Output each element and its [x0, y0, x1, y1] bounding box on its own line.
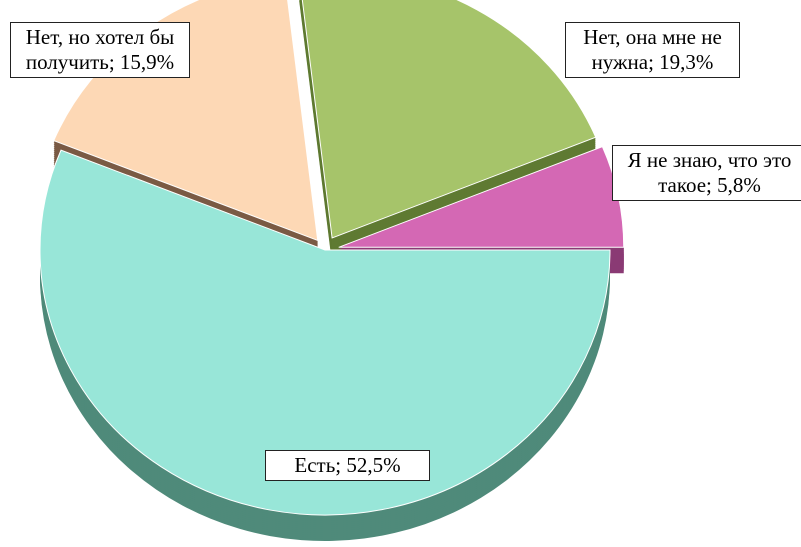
slice: [39, 149, 611, 516]
data-label: Нет, но хотел бы получить; 15,9%: [10, 22, 190, 78]
data-label: Есть; 52,5%: [265, 450, 430, 481]
data-label: Я не знаю, что это такое; 5,8%: [612, 145, 801, 201]
data-label: Нет, она мне не нужна; 19,3%: [565, 22, 740, 78]
slice: [301, 0, 597, 239]
